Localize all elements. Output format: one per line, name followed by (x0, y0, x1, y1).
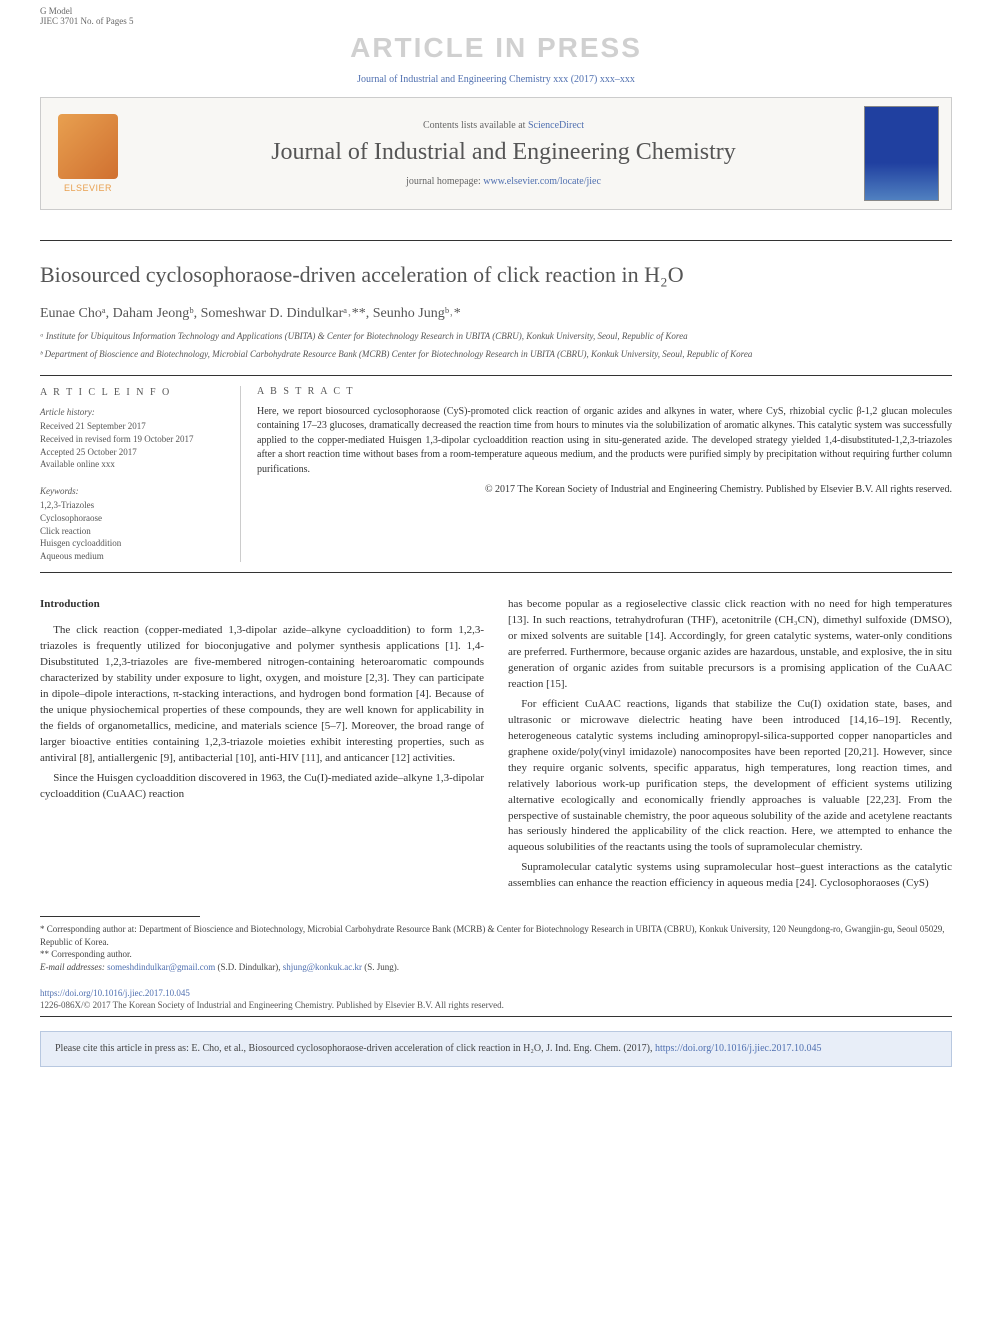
email-2[interactable]: shjung@konkuk.ac.kr (283, 962, 362, 972)
authors: Eunae Choᵃ, Daham Jeongᵇ, Someshwar D. D… (40, 306, 952, 322)
info-heading: A R T I C L E I N F O (40, 386, 224, 400)
contents-list-text: Contents lists available at ScienceDirec… (143, 120, 864, 131)
ref-line: JIEC 3701 No. of Pages 5 (40, 16, 952, 26)
history-label: Article history: (40, 406, 224, 419)
revised-date: Received in revised form 19 October 2017 (40, 433, 224, 446)
intro-heading: Introduction (40, 597, 484, 613)
keyword-5: Aqueous medium (40, 550, 224, 563)
article-header: Biosourced cyclosophoraose-driven accele… (40, 240, 952, 361)
email-1[interactable]: someshdindulkar@gmail.com (107, 962, 215, 972)
affiliation-a: ᵃ Institute for Ubiquitous Information T… (40, 330, 952, 343)
journal-header-box: ELSEVIER Contents lists available at Sci… (40, 97, 952, 210)
keywords-label: Keywords: (40, 485, 224, 498)
elsevier-text: ELSEVIER (64, 183, 112, 193)
sciencedirect-link[interactable]: ScienceDirect (528, 120, 584, 131)
article-title: Biosourced cyclosophoraose-driven accele… (40, 261, 952, 290)
cite-doi-link[interactable]: https://doi.org/10.1016/j.jiec.2017.10.0… (655, 1043, 821, 1054)
keyword-2: Cyclosophoraose (40, 512, 224, 525)
email-1-name: (S.D. Dindulkar), (215, 962, 283, 972)
contents-prefix: Contents lists available at (423, 120, 528, 131)
journal-title: Journal of Industrial and Engineering Ch… (143, 139, 864, 166)
corresponding-1: * Corresponding author at: Department of… (40, 923, 952, 948)
affiliation-b: ᵇ Department of Bioscience and Biotechno… (40, 348, 952, 361)
doi-link[interactable]: https://doi.org/10.1016/j.jiec.2017.10.0… (40, 988, 952, 998)
elsevier-tree-icon (58, 114, 118, 179)
para-4: For efficient CuAAC reactions, ligands t… (508, 697, 952, 856)
journal-cover-thumb (864, 106, 939, 201)
watermark: ARTICLE IN PRESS (0, 32, 992, 64)
online-date: Available online xxx (40, 458, 224, 471)
abstract-copyright: © 2017 The Korean Society of Industrial … (257, 483, 952, 497)
body-col-left: Introduction The click reaction (copper-… (40, 597, 484, 896)
para-2: Since the Huisgen cycloaddition discover… (40, 771, 484, 803)
citation-line: Journal of Industrial and Engineering Ch… (0, 74, 992, 85)
elsevier-logo: ELSEVIER (53, 109, 123, 199)
accepted-date: Accepted 25 October 2017 (40, 446, 224, 459)
keyword-1: 1,2,3-Triazoles (40, 499, 224, 512)
footnotes: * Corresponding author at: Department of… (40, 923, 952, 973)
model-header: G Model JIEC 3701 No. of Pages 5 (0, 0, 992, 28)
citation-box: Please cite this article in press as: E.… (40, 1031, 952, 1067)
email-line: E-mail addresses: someshdindulkar@gmail.… (40, 961, 952, 974)
abstract-column: A B S T R A C T Here, we report biosourc… (240, 386, 952, 563)
email-2-name: (S. Jung). (362, 962, 399, 972)
homepage-link[interactable]: www.elsevier.com/locate/jiec (483, 176, 601, 187)
keyword-4: Huisgen cycloaddition (40, 537, 224, 550)
body-col-right: has become popular as a regioselective c… (508, 597, 952, 896)
received-date: Received 21 September 2017 (40, 420, 224, 433)
homepage-prefix: journal homepage: (406, 176, 483, 187)
header-center: Contents lists available at ScienceDirec… (143, 120, 864, 187)
abstract-text: Here, we report biosourced cyclosophorao… (257, 405, 952, 478)
body-columns: Introduction The click reaction (copper-… (40, 597, 952, 896)
info-abstract-row: A R T I C L E I N F O Article history: R… (40, 375, 952, 574)
bottom-copyright: 1226-086X/© 2017 The Korean Society of I… (40, 1000, 952, 1017)
article-info: A R T I C L E I N F O Article history: R… (40, 386, 240, 563)
email-label: E-mail addresses: (40, 962, 107, 972)
keyword-3: Click reaction (40, 525, 224, 538)
model-line: G Model (40, 6, 952, 16)
homepage-line: journal homepage: www.elsevier.com/locat… (143, 176, 864, 187)
doi-anchor[interactable]: https://doi.org/10.1016/j.jiec.2017.10.0… (40, 988, 190, 998)
corresponding-2: ** Corresponding author. (40, 948, 952, 961)
para-5: Supramolecular catalytic systems using s… (508, 860, 952, 892)
cite-prefix: Please cite this article in press as: E.… (55, 1043, 655, 1054)
abstract-heading: A B S T R A C T (257, 386, 952, 397)
para-1: The click reaction (copper-mediated 1,3-… (40, 623, 484, 766)
para-3: has become popular as a regioselective c… (508, 597, 952, 693)
footnote-rule (40, 916, 200, 917)
